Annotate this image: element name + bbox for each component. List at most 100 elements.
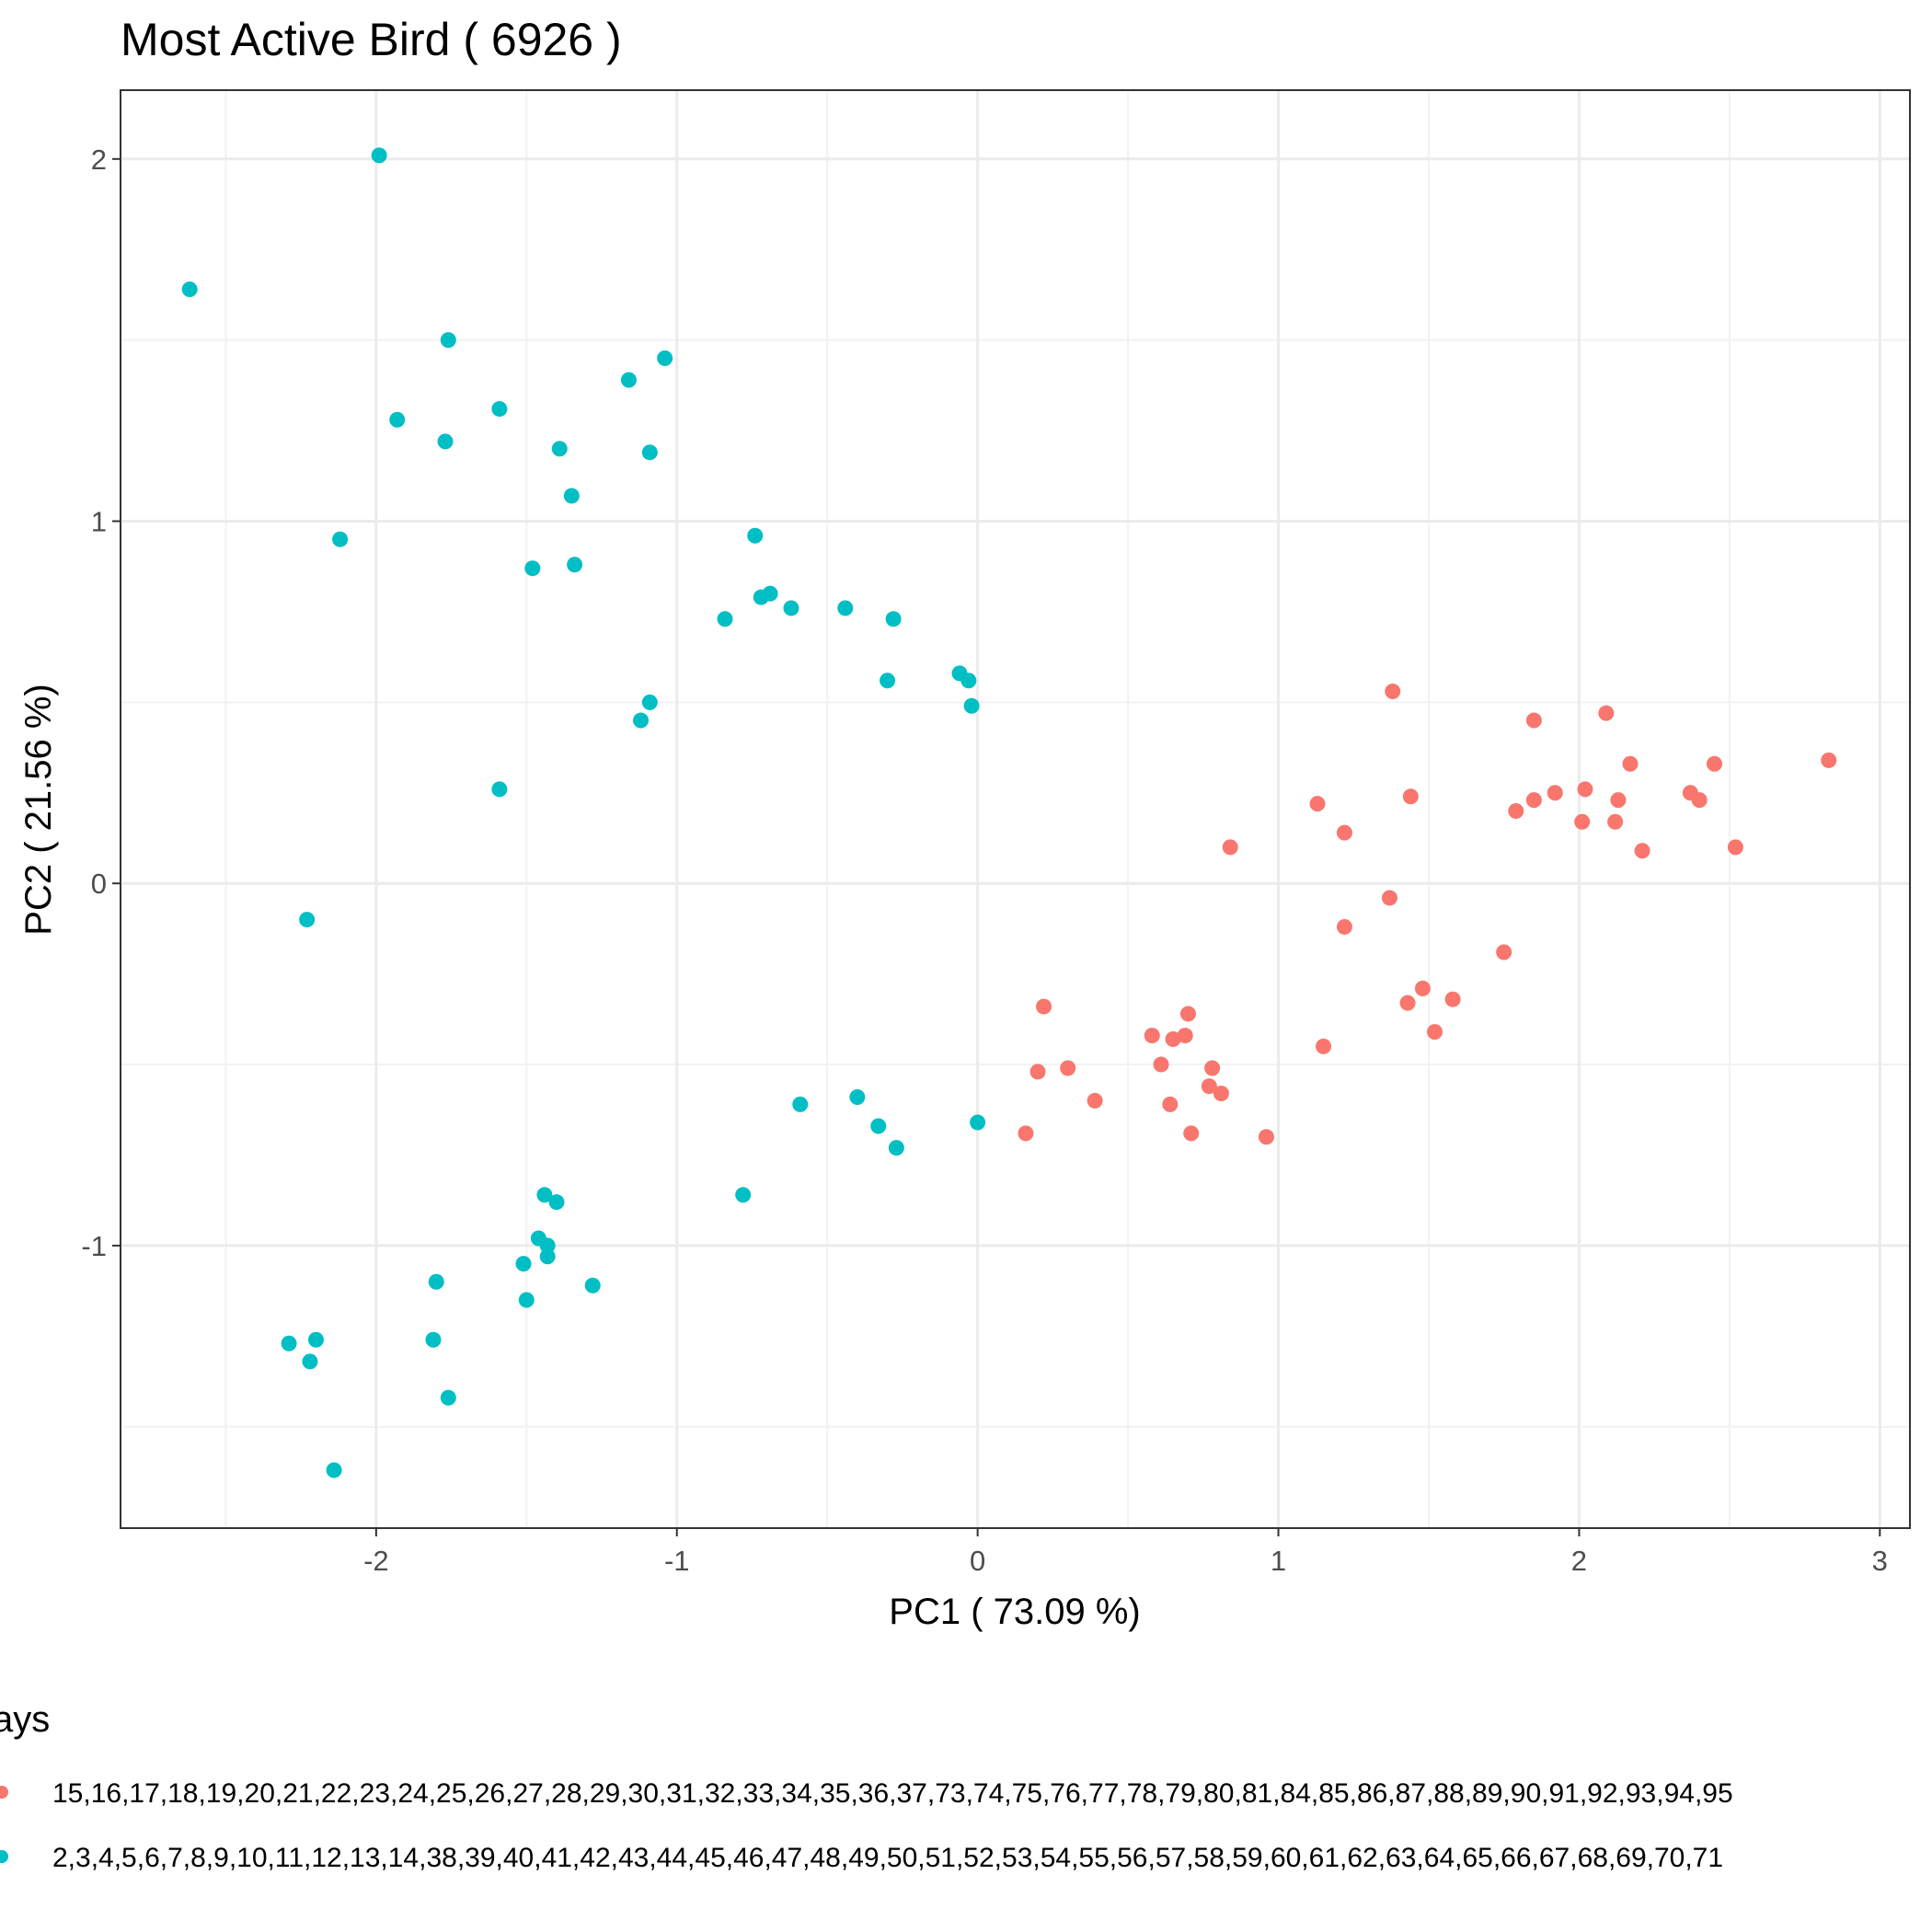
series-2-point xyxy=(428,1273,444,1290)
y-tick-label: 0 xyxy=(91,868,107,900)
series-2-point xyxy=(849,1088,866,1105)
legend-key-series-2 xyxy=(0,1850,8,1863)
series-2-point xyxy=(518,1292,535,1308)
chart-title: Most Active Bird ( 6926 ) xyxy=(121,14,622,65)
series-2-point xyxy=(633,712,650,729)
series-1-point xyxy=(1179,1006,1196,1022)
major-gridlines xyxy=(121,90,1910,1528)
series-1-point xyxy=(1162,1096,1179,1112)
series-1-point xyxy=(1153,1056,1169,1073)
x-tick-label: 1 xyxy=(1271,1545,1286,1577)
series-2-point xyxy=(885,611,902,627)
x-tick-label: -1 xyxy=(664,1545,690,1577)
x-tick-label: 2 xyxy=(1571,1545,1587,1577)
series-1-point xyxy=(1087,1092,1103,1109)
y-axis-ticks: -1 0 1 2 xyxy=(81,144,121,1262)
series-1-point xyxy=(1336,824,1352,841)
series-2-point xyxy=(302,1353,318,1370)
series-1-point xyxy=(1727,839,1743,856)
series-2-point xyxy=(539,1248,556,1265)
series-2-point xyxy=(880,673,896,689)
series-1-point xyxy=(1213,1086,1229,1102)
y-tick-label: -1 xyxy=(81,1230,107,1262)
series-1-point xyxy=(1316,1038,1332,1054)
series-1-point xyxy=(1402,788,1419,805)
series-1-point xyxy=(1622,755,1639,772)
y-axis-title: PC2 ( 21.56 %) xyxy=(18,684,59,935)
series-2-point xyxy=(747,527,764,544)
legend: 15,16,17,18,19,20,21,22,23,24,25,26,27,2… xyxy=(0,1778,1733,1873)
series-2-point xyxy=(437,433,454,450)
series-1-point xyxy=(1201,1078,1217,1095)
series-1-point xyxy=(1682,785,1698,801)
data-points xyxy=(181,147,1837,1478)
series-2-point xyxy=(717,611,733,627)
series-1-point xyxy=(1414,980,1431,996)
series-1-point xyxy=(1574,813,1591,830)
series-1-point xyxy=(1144,1028,1160,1044)
series-1-point xyxy=(1525,792,1542,809)
series-1-point xyxy=(1385,684,1401,700)
series-1-point xyxy=(1427,1024,1443,1041)
series-1-point xyxy=(1309,796,1326,812)
series-2-point xyxy=(332,531,349,547)
series-1-point xyxy=(1177,1028,1193,1044)
series-2-point xyxy=(491,400,508,417)
series-1-point xyxy=(1060,1060,1076,1076)
x-tick-label: -2 xyxy=(363,1545,389,1577)
series-1-point xyxy=(1444,991,1461,1007)
series-1-point xyxy=(1707,755,1723,772)
series-2-point xyxy=(792,1096,809,1112)
series-1-point xyxy=(1821,752,1837,768)
series-2-point xyxy=(567,557,583,573)
legend-label-series-2: 2,3,4,5,6,7,8,9,10,11,12,13,14,38,39,40,… xyxy=(52,1843,1723,1873)
series-2-point xyxy=(970,1114,986,1131)
series-2-point xyxy=(888,1140,904,1156)
series-2-point xyxy=(371,147,387,164)
series-2-point xyxy=(281,1335,297,1351)
x-tick-label: 3 xyxy=(1872,1545,1888,1577)
series-1-point xyxy=(1496,944,1512,960)
series-2-point xyxy=(657,350,673,366)
y-tick-label: 1 xyxy=(91,506,107,538)
series-2-point xyxy=(548,1194,565,1211)
series-2-point xyxy=(963,697,980,714)
series-2-point xyxy=(491,781,508,798)
series-2-point xyxy=(870,1118,887,1134)
series-1-point xyxy=(1018,1125,1034,1142)
series-2-point xyxy=(440,1389,456,1406)
series-2-point xyxy=(425,1331,442,1348)
legend-label-series-1: 15,16,17,18,19,20,21,22,23,24,25,26,27,2… xyxy=(52,1778,1733,1809)
series-1-point xyxy=(1610,792,1627,809)
series-2-point xyxy=(536,1187,553,1203)
x-axis-ticks: -2 -1 0 1 2 3 xyxy=(363,1528,1888,1577)
series-1-point xyxy=(1634,843,1650,859)
series-2-point xyxy=(584,1277,601,1294)
series-2-point xyxy=(735,1187,752,1203)
series-2-point xyxy=(837,600,854,616)
series-1-point xyxy=(1547,785,1563,801)
series-1-point xyxy=(1598,705,1615,721)
series-1-point xyxy=(1036,998,1052,1015)
series-2-point xyxy=(515,1256,532,1272)
series-1-point xyxy=(1381,890,1397,906)
series-1-point xyxy=(1525,712,1542,729)
series-1-point xyxy=(1222,839,1238,856)
series-1-point xyxy=(1029,1064,1046,1080)
plot-panel-border xyxy=(120,89,1911,1529)
series-2-point xyxy=(539,1237,556,1254)
series-2-point xyxy=(563,488,580,504)
series-2-point xyxy=(641,444,658,461)
series-2-point xyxy=(960,673,977,689)
series-2-point xyxy=(307,1331,324,1348)
x-axis-title: PC1 ( 73.09 %) xyxy=(889,1592,1140,1632)
series-1-point xyxy=(1204,1060,1221,1076)
series-1-point xyxy=(1607,813,1624,830)
series-2-point xyxy=(440,332,456,349)
series-2-point xyxy=(551,441,568,457)
series-1-point xyxy=(1336,918,1352,935)
series-1-point xyxy=(1577,781,1593,798)
legend-title: ays xyxy=(0,1699,50,1740)
series-1-point xyxy=(1258,1129,1274,1145)
